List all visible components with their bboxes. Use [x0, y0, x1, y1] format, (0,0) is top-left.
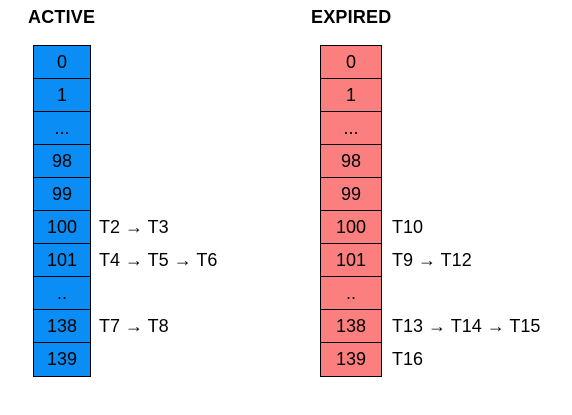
expired-cell: ...: [321, 112, 381, 145]
active-cell: 0: [34, 46, 90, 79]
active-cell: 1: [34, 79, 90, 112]
active-cell: 98: [34, 145, 90, 178]
expired-task-chain: T16: [392, 349, 424, 369]
expired-cell: 100: [321, 211, 381, 244]
active-task-chain: T4 → T5 → T6: [99, 250, 218, 270]
expired-cell: 99: [321, 178, 381, 211]
active-cell: ...: [34, 112, 90, 145]
expired-cell: 0: [321, 46, 381, 79]
active-task-chain: T2 → T3: [99, 217, 169, 237]
active-title: ACTIVE: [28, 7, 96, 27]
active-task-chain: T7 → T8: [99, 316, 169, 336]
expired-array: 0 1... 98 99 100 101.. 138 139: [320, 45, 382, 377]
expired-title: EXPIRED: [311, 7, 392, 27]
active-cell: 101: [34, 244, 90, 277]
active-cell: 99: [34, 178, 90, 211]
expired-task-chain: T9 → T12: [392, 250, 472, 270]
expired-cell: 1: [321, 79, 381, 112]
expired-task-chain: T10: [392, 217, 424, 237]
active-array: 0 1... 98 99 100 101.. 138 139: [33, 45, 91, 377]
active-cell: 138: [34, 310, 90, 343]
expired-cell: 139: [321, 343, 381, 376]
expired-cell: ..: [321, 277, 381, 310]
active-cell: 139: [34, 343, 90, 376]
active-cell: ..: [34, 277, 90, 310]
expired-cell: 138: [321, 310, 381, 343]
active-cell: 100: [34, 211, 90, 244]
expired-task-chain: T13 → T14 → T15: [392, 316, 541, 336]
expired-cell: 101: [321, 244, 381, 277]
expired-cell: 98: [321, 145, 381, 178]
